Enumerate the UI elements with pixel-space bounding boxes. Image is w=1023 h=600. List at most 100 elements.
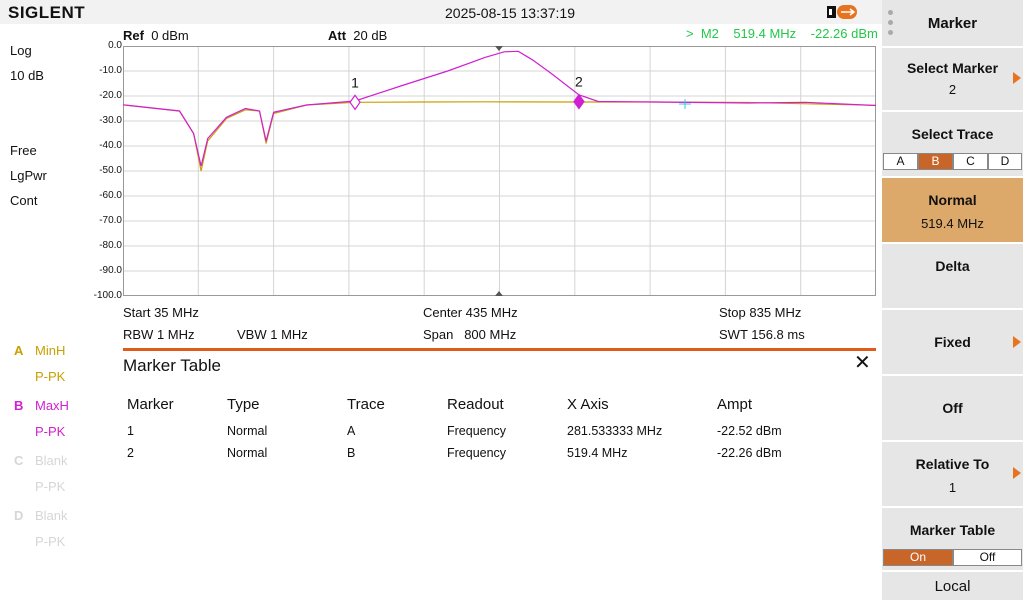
trace-detector: P-PK xyxy=(35,369,66,384)
grip-dot-icon xyxy=(888,20,893,25)
select-marker-key[interactable]: Select Marker 2 xyxy=(882,48,1023,112)
vbw[interactable]: VBW 1 MHz xyxy=(237,327,308,342)
trace-letter: A xyxy=(14,343,24,358)
col-header-type: Type xyxy=(227,396,260,413)
menu-header: Marker xyxy=(882,0,1023,48)
sweep-mode: Cont xyxy=(10,193,38,208)
toggle-on[interactable]: On xyxy=(883,549,953,566)
sweep-time[interactable]: SWT 156.8 ms xyxy=(719,327,805,342)
cell-trace: B xyxy=(347,446,356,460)
usb-icon xyxy=(837,5,857,19)
trace-option-d[interactable]: D xyxy=(988,153,1022,170)
softkey-title: Off xyxy=(942,400,963,416)
stop-freq[interactable]: Stop 835 MHz xyxy=(719,305,802,320)
delta-key[interactable]: Delta xyxy=(882,244,1023,310)
marker-2-label: 2 xyxy=(575,74,583,90)
cell-readout: Frequency xyxy=(447,424,507,438)
y-tick-label: -80.0 xyxy=(99,240,122,251)
arrow-right-icon xyxy=(1013,336,1021,348)
softkey-title: Fixed xyxy=(934,334,971,350)
trace-detector: P-PK xyxy=(35,479,66,494)
center-top-indicator xyxy=(495,46,503,51)
softkey-title: Select Trace xyxy=(911,126,994,142)
ref-level[interactable]: Ref 0 dBm xyxy=(123,28,189,43)
marker-2-diamond xyxy=(573,93,585,110)
softkey-value: 2 xyxy=(948,82,957,97)
trace-option-a[interactable]: A xyxy=(883,153,918,170)
detector-mode: LgPwr xyxy=(10,168,47,183)
span[interactable]: Span 800 MHz xyxy=(423,327,517,342)
y-tick-label: -10.0 xyxy=(99,65,122,76)
trace-letter: B xyxy=(14,398,24,413)
brand-logo: SIGLENT xyxy=(8,3,86,22)
trace-mode: MinH xyxy=(35,343,66,358)
trace-b-line xyxy=(123,50,876,167)
trace-selector: A B C D xyxy=(883,153,1022,170)
y-tick-label: -20.0 xyxy=(99,90,122,101)
marker-table-toggle: On Off xyxy=(883,549,1022,566)
local-key[interactable]: Local xyxy=(882,572,1023,600)
att-label: Att xyxy=(328,28,347,43)
cell-type: Normal xyxy=(227,446,268,460)
col-header-trace: Trace xyxy=(347,396,385,413)
y-tick-label: 0.0 xyxy=(108,40,122,51)
menu-title: Marker xyxy=(927,15,978,32)
y-tick-label: -40.0 xyxy=(99,140,122,151)
scale-type: Log xyxy=(10,43,32,58)
trace-letter: C xyxy=(14,453,24,468)
y-tick-label: -60.0 xyxy=(99,190,122,201)
cell-ampt: -22.26 dBm xyxy=(717,446,782,460)
rbw[interactable]: RBW 1 MHz xyxy=(123,327,195,342)
status-icons xyxy=(827,5,857,19)
trace-mode: Blank xyxy=(35,508,68,523)
ref-label: Ref xyxy=(123,28,144,43)
softkey-title: Select Marker xyxy=(906,60,999,76)
status-bar xyxy=(0,0,882,24)
col-header-xaxis: X Axis xyxy=(567,396,609,413)
marker-table-key[interactable]: Marker Table On Off xyxy=(882,508,1023,572)
start-freq[interactable]: Start 35 MHz xyxy=(123,305,199,320)
y-tick-label: -90.0 xyxy=(99,265,122,276)
softkey-value: 1 xyxy=(948,480,957,495)
cursor-cross-icon xyxy=(679,99,691,109)
arrow-right-icon xyxy=(1013,72,1021,84)
trace-mode: Blank xyxy=(35,453,68,468)
y-tick-label: -100.0 xyxy=(93,290,122,301)
cell-trace: A xyxy=(347,424,356,438)
softkey-value: 519.4 MHz xyxy=(921,216,984,231)
center-freq[interactable]: Center 435 MHz xyxy=(423,305,518,320)
attenuation[interactable]: Att 20 dB xyxy=(328,28,387,43)
normal-key[interactable]: Normal 519.4 MHz xyxy=(882,178,1023,244)
col-header-marker: Marker xyxy=(127,396,174,413)
active-marker-readout: > M2 519.4 MHz -22.26 dBm xyxy=(686,26,878,41)
close-icon[interactable]: ✕ xyxy=(854,352,871,374)
plot-grid xyxy=(123,46,876,296)
marker-1-diamond xyxy=(349,94,361,111)
trace-detector: P-PK xyxy=(35,534,66,549)
cell-marker: 1 xyxy=(127,424,134,438)
relative-to-key[interactable]: Relative To 1 xyxy=(882,442,1023,508)
cell-type: Normal xyxy=(227,424,268,438)
ref-value: 0 dBm xyxy=(151,28,189,43)
trace-option-c[interactable]: C xyxy=(953,153,988,170)
cell-xaxis: 281.533333 MHz xyxy=(567,424,663,438)
att-value: 20 dB xyxy=(353,28,388,43)
grip-dot-icon xyxy=(888,30,893,35)
softkey-panel: Marker Select Marker 2 Select Trace A B … xyxy=(882,0,1023,600)
marker-table-title: Marker Table xyxy=(123,356,221,375)
trace-option-b[interactable]: B xyxy=(918,153,953,170)
trace-letter: D xyxy=(14,508,24,523)
col-header-readout: Readout xyxy=(447,396,504,413)
select-trace-key[interactable]: Select Trace A B C D xyxy=(882,112,1023,178)
fixed-key[interactable]: Fixed xyxy=(882,310,1023,376)
softkey-title: Marker Table xyxy=(909,522,996,538)
softkey-title: Delta xyxy=(935,258,970,274)
grip-dot-icon xyxy=(888,10,893,15)
toggle-off[interactable]: Off xyxy=(953,549,1022,566)
cell-xaxis: 519.4 MHz xyxy=(567,446,628,460)
battery-icon xyxy=(827,6,836,18)
softkey-title: Normal xyxy=(928,192,977,208)
off-key[interactable]: Off xyxy=(882,376,1023,442)
